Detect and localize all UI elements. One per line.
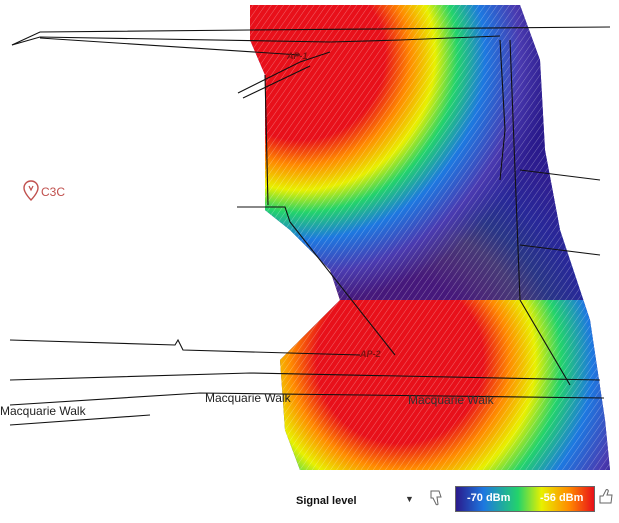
signal-heatmap: AP-1 AP-2 Macquarie Walk Macquarie Walk … [0,0,619,480]
signal-legend-scale: -70 dBm -56 dBm [455,486,595,512]
heatmap-canvas [0,0,619,480]
thumbs-down-icon[interactable] [428,489,444,512]
thumbs-up-icon[interactable] [597,487,615,512]
map-pin-icon[interactable] [23,180,39,207]
place-label: C3C [41,185,65,199]
dropdown-arrow-icon[interactable]: ▼ [405,494,414,504]
access-point-label: AP-2 [360,349,381,359]
legend-title: Signal level [296,495,357,507]
street-label: Macquarie Walk [0,404,86,418]
legend-low-value: -70 dBm [467,492,510,504]
legend-high-value: -56 dBm [540,492,583,504]
street-label: Macquarie Walk [205,391,291,405]
street-label: Macquarie Walk [408,393,494,407]
coverage-area [0,0,619,480]
access-point-label: AP-1 [287,51,308,61]
